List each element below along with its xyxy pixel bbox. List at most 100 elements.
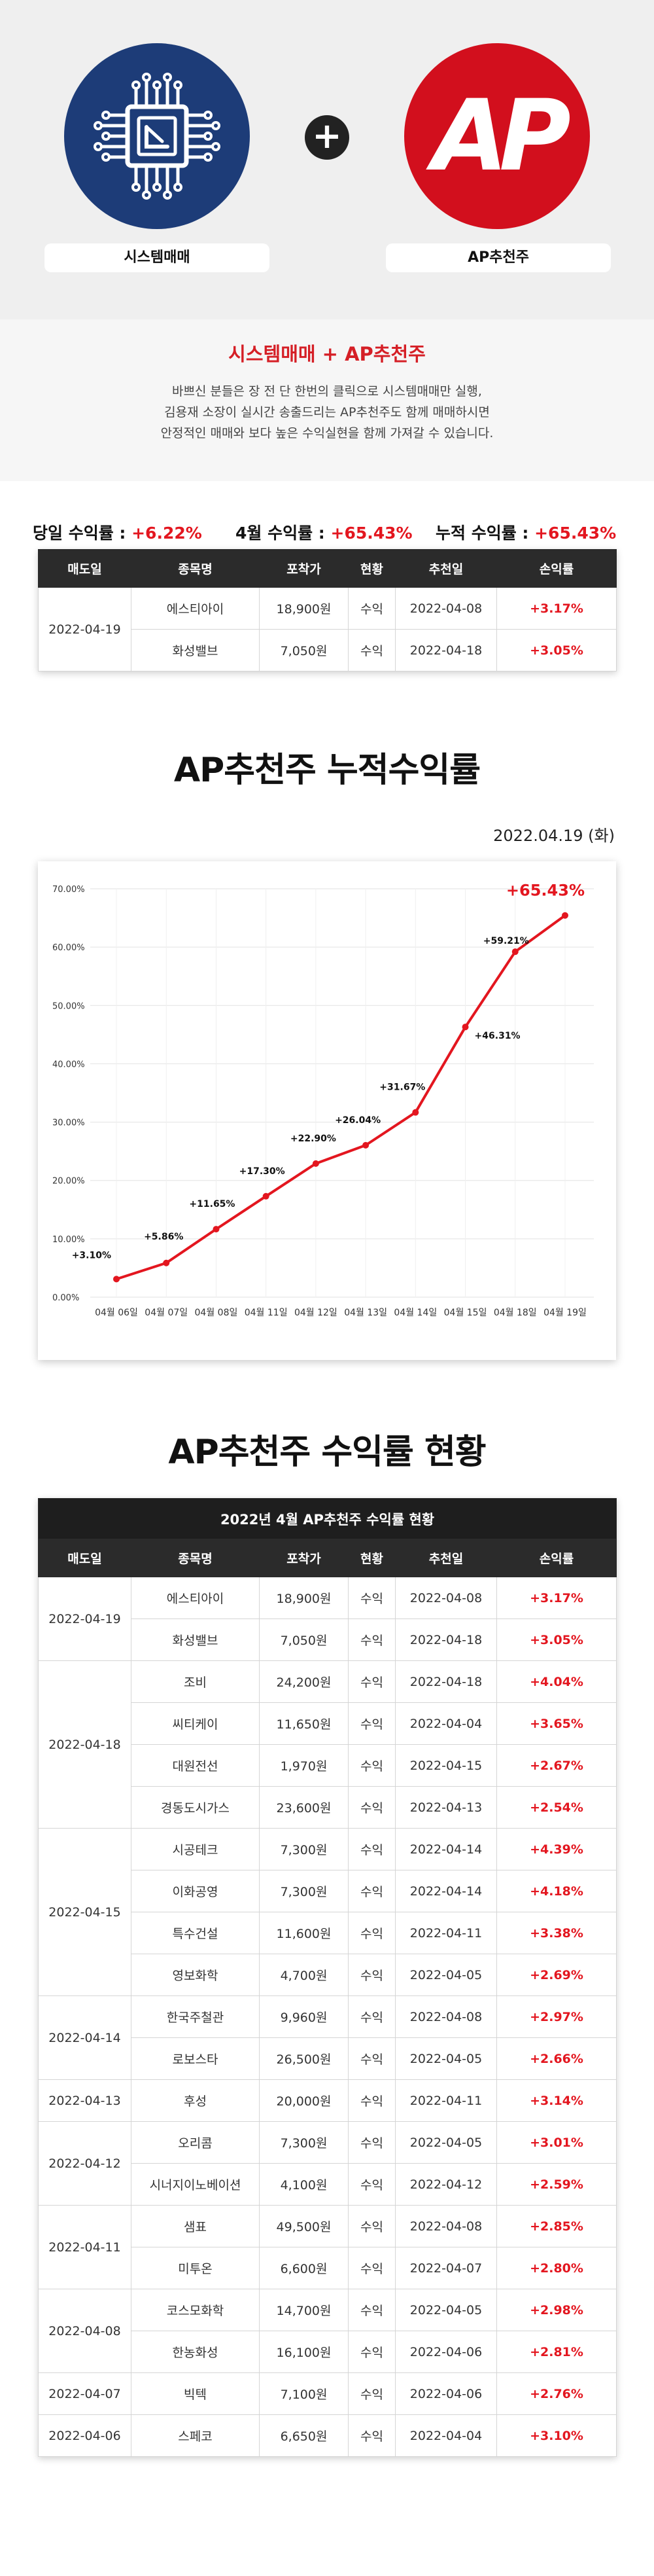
data-point (262, 1192, 269, 1200)
table-row: 2022-04-07 빅텍 7,100원 수익 2022-04-06 +2.76% (38, 2372, 617, 2415)
rec-date-cell: 2022-04-12 (395, 2163, 497, 2206)
entry-price-cell: 20,000원 (259, 2079, 349, 2122)
ap-recommendation-label: AP추천주 (386, 243, 611, 272)
series-line (116, 914, 566, 1281)
profit-cell: +2.67% (496, 1744, 617, 1787)
data-point (412, 1109, 419, 1116)
ap-logo: AP (404, 43, 590, 229)
col-status: 현황 (348, 549, 396, 588)
entry-price-cell: 14,700원 (259, 2289, 349, 2331)
data-label: +22.90% (290, 1134, 336, 1144)
status-cell: 수익 (348, 587, 396, 630)
rec-date-cell: 2022-04-14 (395, 1870, 497, 1912)
profit-cell: +3.01% (496, 2121, 617, 2164)
entry-price-cell: 4,100원 (259, 2163, 349, 2206)
cumulative-return-label: 누적 수익률 : (436, 524, 535, 543)
y-tick-label: 60.00% (52, 943, 85, 953)
entry-price-cell: 7,300원 (259, 1828, 349, 1870)
col-rec-date: 추천일 (395, 1539, 497, 1577)
col-sell-date: 매도일 (38, 1539, 131, 1577)
stock-name-cell: 한농화성 (131, 2331, 260, 2373)
data-point (511, 948, 519, 956)
status-cell: 수익 (348, 2037, 396, 2080)
status-cell: 수익 (348, 2414, 396, 2457)
entry-price-cell: 11,650원 (259, 1702, 349, 1745)
chart-section-title: AP추천주 누적수익률 (173, 751, 481, 790)
profit-cell: +3.14% (496, 2079, 617, 2122)
profit-cell: +2.98% (496, 2289, 617, 2331)
ap-logo-text: AP (432, 79, 571, 193)
cumulative-return: 누적 수익률 : +65.43% (436, 520, 616, 544)
rec-date-cell: 2022-04-07 (395, 2247, 497, 2289)
sell-date-cell: 2022-04-08 (38, 2289, 131, 2373)
table-row: 2022-04-19 에스티아이 18,900원 수익 2022-04-08 +3.17% (38, 1577, 617, 1661)
profit-cell: +4.39% (496, 1828, 617, 1870)
data-label: +11.65% (189, 1199, 235, 1209)
status-cell: 수익 (348, 1912, 396, 1954)
plus-icon: + (305, 115, 349, 160)
return-summary: 당일 수익률 : +6.22% 4월 수익률 : +65.43% 누적 수익률 … (0, 481, 654, 543)
status-cell: 수익 (348, 1660, 396, 1703)
profit-cell: +2.85% (496, 2205, 617, 2247)
intro-section: 시스템매매 + AP추천주 바쁘신 분들은 장 전 단 한번의 클릭으로 시스템… (0, 319, 654, 481)
rec-date-cell: 2022-04-04 (395, 1702, 497, 1745)
profit-cell: +3.65% (496, 1702, 617, 1745)
data-point (213, 1226, 220, 1233)
entry-price-cell: 7,100원 (259, 2372, 349, 2415)
x-tick-label: 04월 11일 (245, 1308, 288, 1318)
x-tick-label: 04월 15일 (444, 1308, 487, 1318)
x-tick-label: 04월 07일 (145, 1308, 188, 1318)
sell-date-cell: 2022-04-07 (38, 2372, 131, 2415)
entry-price-cell: 4,700원 (259, 1954, 349, 1996)
rec-date-cell: 2022-04-08 (395, 587, 497, 630)
stock-name-cell: 에스티아이 (131, 587, 260, 630)
rec-date-cell: 2022-04-13 (395, 1786, 497, 1829)
table-row: 미투온 6,600원 수익 2022-04-07 +2.80% (39, 2247, 617, 2289)
rec-date-cell: 2022-04-18 (395, 1619, 497, 1661)
monthly-return: 4월 수익률 : +65.43% (235, 520, 413, 544)
entry-price-cell: 6,600원 (259, 2247, 349, 2289)
status-cell: 수익 (348, 1744, 396, 1787)
stock-name-cell: 특수건설 (131, 1912, 260, 1954)
profit-cell: +3.17% (496, 587, 617, 630)
entry-price-cell: 11,600원 (259, 1912, 349, 1954)
entry-price-cell: 23,600원 (259, 1786, 349, 1829)
sell-date-cell: 2022-04-14 (38, 1995, 131, 2080)
sell-date-cell: 2022-04-15 (38, 1828, 131, 1996)
col-rec-date: 추천일 (395, 549, 497, 588)
data-point (113, 1276, 120, 1283)
chart-date: 2022.04.19 (화) (493, 827, 615, 845)
profit-cell: +3.05% (496, 629, 617, 671)
rec-date-cell: 2022-04-14 (395, 1828, 497, 1870)
monthly-return-label: 4월 수익률 : (235, 524, 331, 543)
rec-date-cell: 2022-04-08 (395, 1995, 497, 2038)
table-row: 대원전선 1,970원 수익 2022-04-15 +2.67% (39, 1744, 617, 1787)
table-row: 2022-04-08 코스모화학 14,700원 수익 2022-04-05 +2.98% (38, 2289, 617, 2373)
sell-date-cell: 2022-04-06 (38, 2414, 131, 2457)
entry-price-cell: 18,900원 (259, 587, 349, 630)
status-cell: 수익 (348, 2163, 396, 2206)
profit-cell: +2.81% (496, 2331, 617, 2373)
y-tick-label: 30.00% (52, 1118, 85, 1128)
profit-cell: +3.05% (496, 1619, 617, 1661)
col-profit: 손익률 (496, 1539, 617, 1577)
y-tick-label: 10.00% (52, 1235, 85, 1245)
rec-date-cell: 2022-04-11 (395, 1912, 497, 1954)
stock-name-cell: 미투온 (131, 2247, 260, 2289)
intro-line: 안정적인 매매와 보다 높은 수익실현을 함께 가져갈 수 있습니다. (160, 426, 494, 440)
table-row: 시너지이노베이션 4,100원 수익 2022-04-12 +2.59% (39, 2163, 617, 2206)
intro-line: 김용재 소장이 실시간 송출드리는 AP추천주도 함께 매매하시면 (164, 405, 490, 420)
table-row: 2022-04-12 오리콤 7,300원 수익 2022-04-05 +3.01% (38, 2121, 617, 2206)
stock-name-cell: 빅텍 (131, 2372, 260, 2415)
table-row: 2022-04-14 한국주철관 9,960원 수익 2022-04-08 +2.97% (38, 1995, 617, 2080)
data-label: +65.43% (506, 882, 585, 900)
col-sell-date: 매도일 (38, 549, 131, 588)
table-row: 한농화성 16,100원 수익 2022-04-06 +2.81% (39, 2331, 617, 2373)
rec-date-cell: 2022-04-15 (395, 1744, 497, 1787)
profit-cell: +2.80% (496, 2247, 617, 2289)
status-table-caption: 2022년 4월 AP추천주 수익률 현황 (37, 1498, 617, 1539)
entry-price-cell: 16,100원 (259, 2331, 349, 2373)
data-point (562, 912, 568, 919)
stock-name-cell: 화성밸브 (131, 629, 260, 671)
rec-date-cell: 2022-04-08 (395, 1577, 497, 1619)
